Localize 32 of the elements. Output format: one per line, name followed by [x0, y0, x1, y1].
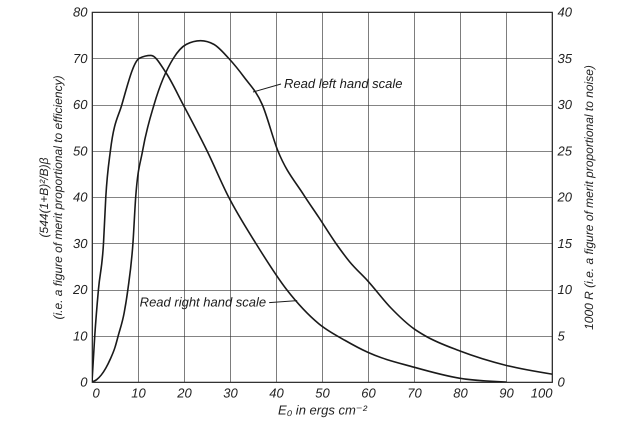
y-tick-label: 0 [80, 374, 88, 390]
x-tick-label: 100 [530, 386, 554, 400]
x-tick-label: 90 [499, 386, 514, 400]
y2-tick-label: 20 [556, 190, 573, 204]
y2-tick-label: 30 [558, 97, 573, 112]
x-tick-label: 50 [315, 386, 330, 400]
x-tick-label: 70 [407, 386, 422, 400]
y-tick-label: 20 [72, 282, 88, 297]
y-tick-label: 60 [73, 97, 88, 112]
y-tick-label: 10 [73, 328, 88, 344]
y2-tick-label: 0 [558, 374, 566, 390]
y2-tick-label: 25 [556, 143, 573, 158]
x-tick-label: 10 [131, 386, 146, 400]
x-axis-title: E₀ in ergs cm⁻² [278, 402, 368, 418]
x-tick-label: 20 [176, 386, 192, 400]
x-tick-label: 40 [269, 386, 284, 400]
y-axis-title: (544(1+B)²/B)β (i.e. a figure of merit proportional to efficiency) [37, 75, 66, 320]
x-tick-label: 60 [361, 386, 376, 400]
y2-tick-label: 15 [558, 236, 573, 251]
x-tick-label: 80 [453, 386, 468, 400]
y2-tick-label: 40 [558, 4, 573, 20]
x-tick-label: 30 [223, 386, 238, 400]
y-tick-label: 50 [73, 143, 88, 158]
y-tick-label: 70 [73, 50, 88, 66]
y2-tick-label: 5 [558, 328, 566, 344]
x-tick-label: 0 [92, 386, 100, 400]
y-tick-label: 30 [73, 236, 88, 251]
y2-tick-label: 35 [558, 50, 573, 66]
y-tick-label: 40 [73, 190, 88, 204]
y-tick-label: 80 [73, 4, 88, 20]
y2-tick-label: 10 [558, 282, 573, 297]
y2-axis-title: 1000 R (i.e. a figure of merit proportional to noise) [582, 65, 596, 330]
